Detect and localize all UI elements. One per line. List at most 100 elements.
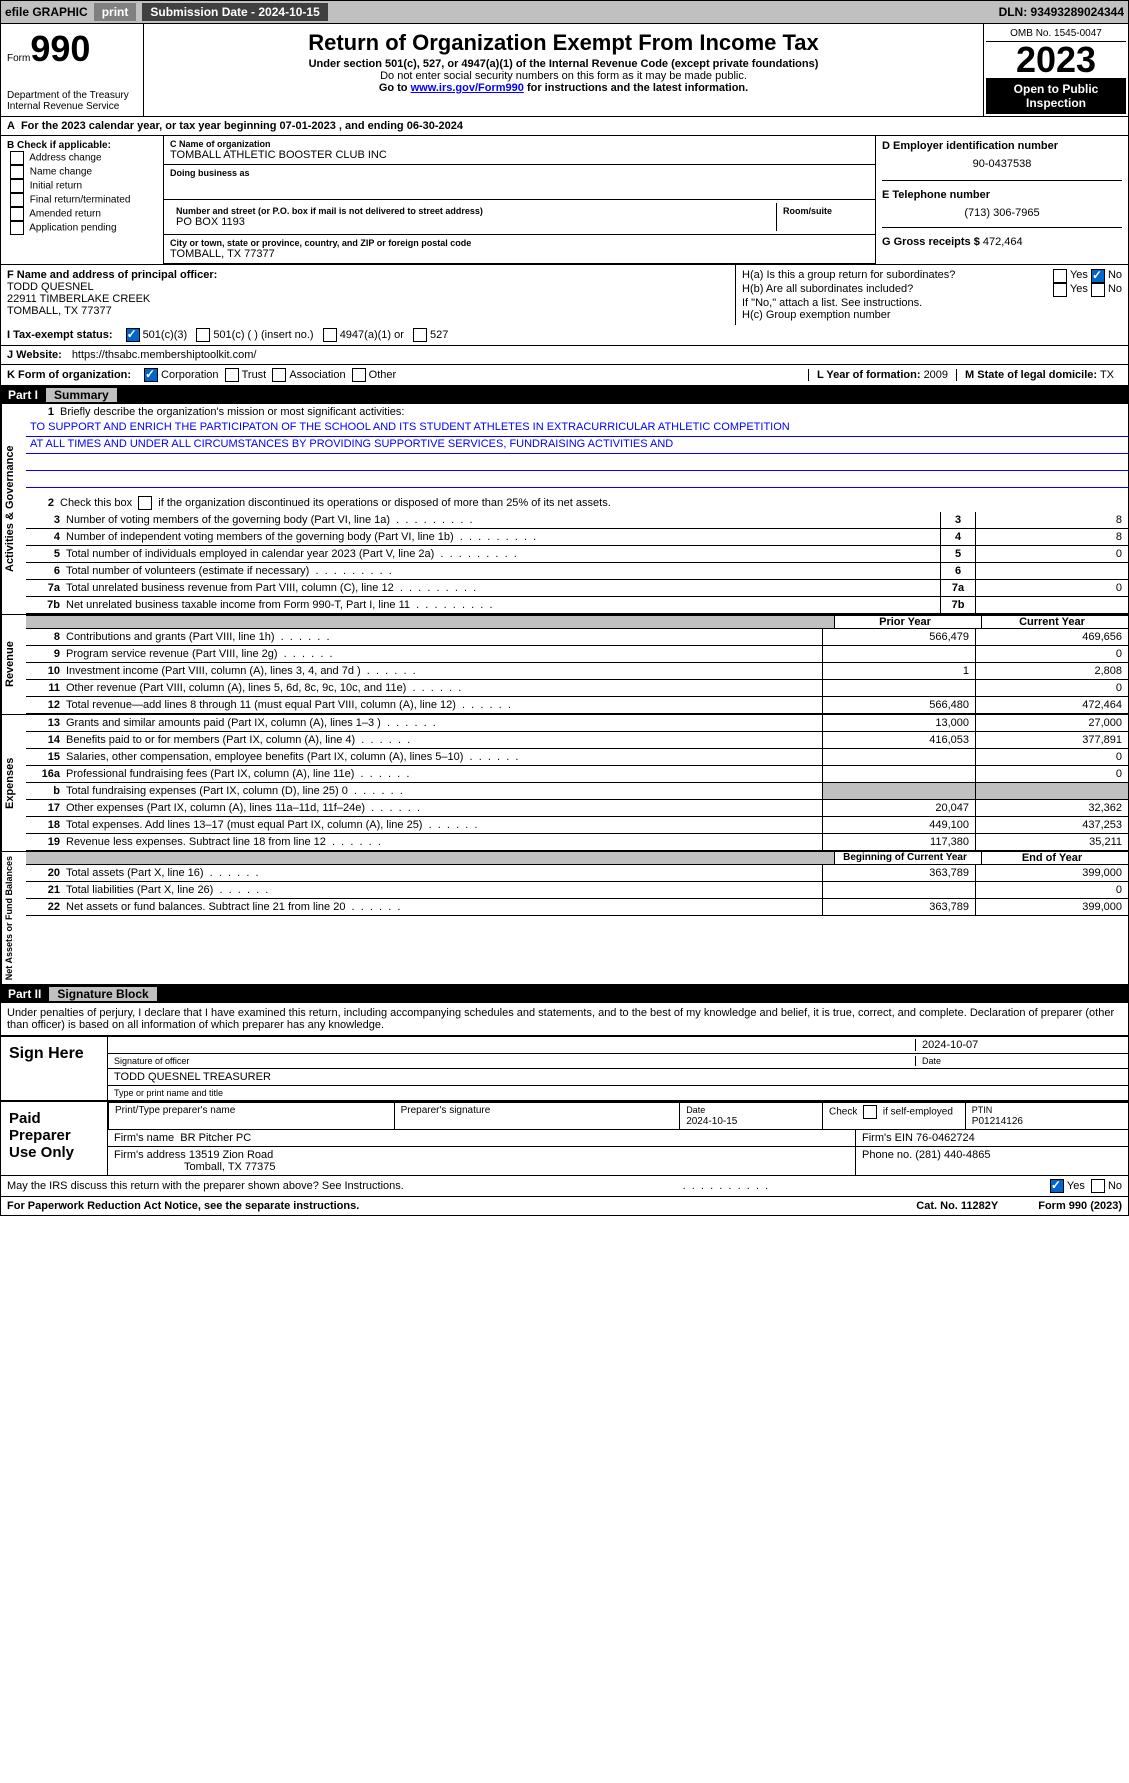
summary-line-4: 4 Number of independent voting members o… <box>26 529 1128 546</box>
summary-line-3: 3 Number of voting members of the govern… <box>26 512 1128 529</box>
efile-label: efile GRAPHIC <box>5 5 88 19</box>
gross-receipts-label: G Gross receipts $ <box>882 236 980 248</box>
net-assets-section: Net Assets or Fund Balances Beginning of… <box>0 852 1129 985</box>
line1-label: Briefly describe the organization's miss… <box>60 406 1124 418</box>
expenses-section: Expenses 13 Grants and similar amounts p… <box>0 715 1129 852</box>
mission-line1: TO SUPPORT AND ENRICH THE PARTICIPATON O… <box>26 420 1128 437</box>
ha-yes-check[interactable] <box>1053 269 1067 283</box>
mission-line2: AT ALL TIMES AND UNDER ALL CIRCUMSTANCES… <box>26 437 1128 454</box>
state-domicile: TX <box>1100 369 1114 381</box>
summary-line-16a: 16a Professional fundraising fees (Part … <box>26 766 1128 783</box>
officer-group-block: F Name and address of principal officer:… <box>0 264 1129 325</box>
mission-line4 <box>26 471 1128 488</box>
corp-check[interactable] <box>144 368 158 382</box>
year-formation: 2009 <box>924 369 948 381</box>
phone-label: E Telephone number <box>882 189 1122 201</box>
summary-line-20: 20 Total assets (Part X, line 16) . . . … <box>26 865 1128 882</box>
hdr-curr: Current Year <box>981 616 1128 628</box>
dln-label: DLN: 93493289024344 <box>999 5 1124 19</box>
sig-date-label: Date <box>915 1056 1122 1066</box>
open-to-public: Open to Public Inspection <box>986 78 1126 114</box>
check-initial-return[interactable]: Initial return <box>7 179 157 193</box>
hb-yes-check[interactable] <box>1053 283 1067 297</box>
box-b: B Check if applicable: Address change Na… <box>0 136 164 264</box>
form-word: Form <box>7 53 30 64</box>
irs-link[interactable]: www.irs.gov/Form990 <box>411 82 524 94</box>
pra-notice: For Paperwork Reduction Act Notice, see … <box>7 1200 359 1212</box>
summary-line-18: 18 Total expenses. Add lines 13–17 (must… <box>26 817 1128 834</box>
527-check[interactable] <box>413 328 427 342</box>
subtitle-1: Under section 501(c), 527, or 4947(a)(1)… <box>150 58 977 70</box>
summary-line-11: 11 Other revenue (Part VIII, column (A),… <box>26 680 1128 697</box>
address-label: Number and street (or P.O. box if mail i… <box>176 206 770 216</box>
officer-addr2: TOMBALL, TX 77377 <box>7 305 729 317</box>
paid-preparer-label: Paid Preparer Use Only <box>1 1102 108 1175</box>
form-number: 990 <box>30 28 90 69</box>
ha-label: H(a) Is this a group return for subordin… <box>742 269 1050 283</box>
summary-line-17: 17 Other expenses (Part IX, column (A), … <box>26 800 1128 817</box>
check-name-change[interactable]: Name change <box>7 165 157 179</box>
firm-phone: (281) 440-4865 <box>915 1149 990 1161</box>
check-final-return[interactable]: Final return/terminated <box>7 193 157 207</box>
other-check[interactable] <box>352 368 366 382</box>
summary-line-12: 12 Total revenue—add lines 8 through 11 … <box>26 697 1128 714</box>
hb-label: H(b) Are all subordinates included? <box>742 283 1050 297</box>
city-label: City or town, state or province, country… <box>170 238 869 248</box>
subtitle-3: Go to www.irs.gov/Form990 for instructio… <box>150 82 977 94</box>
prep-date: 2024-10-15 <box>686 1116 737 1127</box>
discuss-yes-check[interactable] <box>1050 1179 1064 1193</box>
dba-label: Doing business as <box>170 168 869 178</box>
assoc-check[interactable] <box>272 368 286 382</box>
line2-check[interactable] <box>138 496 152 510</box>
hdr-begin: Beginning of Current Year <box>834 852 981 864</box>
hc-label: H(c) Group exemption number <box>742 309 1122 321</box>
firm-name: BR Pitcher PC <box>180 1132 251 1144</box>
vtab-expenses: Expenses <box>1 715 26 851</box>
title-box: Return of Organization Exempt From Incom… <box>144 24 983 116</box>
org-info-block: B Check if applicable: Address change Na… <box>0 136 1129 264</box>
501c3-check[interactable] <box>126 328 140 342</box>
501c-check[interactable] <box>196 328 210 342</box>
discuss-no-check[interactable] <box>1091 1179 1105 1193</box>
check-application-pending[interactable]: Application pending <box>7 221 157 235</box>
box-f: F Name and address of principal officer:… <box>0 265 735 325</box>
ein-value: 90-0437538 <box>882 152 1122 170</box>
trust-check[interactable] <box>225 368 239 382</box>
check-self-employed[interactable]: Check if self-employed <box>822 1102 965 1129</box>
check-address-change[interactable]: Address change <box>7 151 157 165</box>
firm-addr1: 13519 Zion Road <box>189 1149 273 1161</box>
cat-number: Cat. No. 11282Y <box>916 1200 998 1212</box>
4947-check[interactable] <box>323 328 337 342</box>
room-label: Room/suite <box>783 206 863 216</box>
form-footer: Form 990 (2023) <box>1038 1200 1122 1212</box>
dept-line2: Internal Revenue Service <box>7 101 137 112</box>
check-amended-return[interactable]: Amended return <box>7 207 157 221</box>
summary-line-7b: 7b Net unrelated business taxable income… <box>26 597 1128 614</box>
summary-line-21: 21 Total liabilities (Part X, line 26) .… <box>26 882 1128 899</box>
phone-value: (713) 306-7965 <box>882 201 1122 219</box>
officer-label: F Name and address of principal officer: <box>7 269 729 281</box>
website-value: https://thsabc.membershiptoolkit.com/ <box>72 349 257 361</box>
prep-sig-label: Preparer's signature <box>394 1102 680 1129</box>
summary-line-5: 5 Total number of individuals employed i… <box>26 546 1128 563</box>
summary-line-13: 13 Grants and similar amounts paid (Part… <box>26 715 1128 732</box>
officer-name-title: TODD QUESNEL TREASURER <box>108 1068 1128 1085</box>
year-box: OMB No. 1545-0047 2023 Open to Public In… <box>983 24 1128 116</box>
print-button[interactable]: print <box>94 3 137 21</box>
summary-line-7a: 7a Total unrelated business revenue from… <box>26 580 1128 597</box>
submission-date: Submission Date - 2024-10-15 <box>142 3 327 21</box>
ha-no-check[interactable] <box>1091 269 1105 283</box>
form-number-box: Form990 Department of the Treasury Inter… <box>1 24 144 116</box>
officer-name: TODD QUESNEL <box>7 281 729 293</box>
activities-governance-section: Activities & Governance 1Briefly describ… <box>0 404 1129 615</box>
firm-addr2: Tomball, TX 77375 <box>184 1161 276 1173</box>
vtab-net: Net Assets or Fund Balances <box>1 852 26 984</box>
paid-preparer-block: Paid Preparer Use Only Print/Type prepar… <box>0 1101 1129 1176</box>
row-i: I Tax-exempt status: 501(c)(3) 501(c) ( … <box>0 325 1129 346</box>
hb-no-check[interactable] <box>1091 283 1105 297</box>
ein-label: D Employer identification number <box>882 140 1122 152</box>
prep-name-label: Print/Type preparer's name <box>108 1102 394 1129</box>
sig-date: 2024-10-07 <box>915 1039 1122 1051</box>
dept-line1: Department of the Treasury <box>7 90 137 101</box>
summary-line-10: 10 Investment income (Part VIII, column … <box>26 663 1128 680</box>
